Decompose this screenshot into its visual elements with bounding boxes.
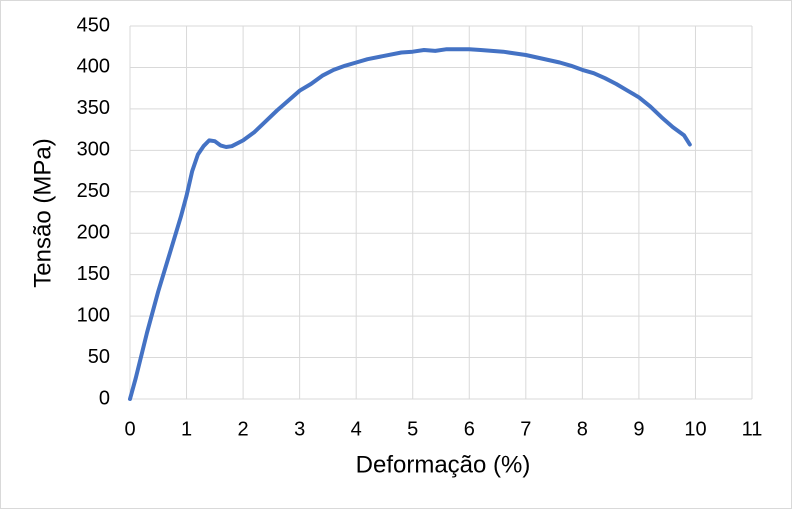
x-axis-title: Deformação (%): [356, 451, 531, 478]
y-tick-label: 250: [77, 180, 110, 202]
x-tick-label: 7: [520, 418, 531, 440]
y-tick-label: 50: [88, 346, 110, 368]
x-tick-label: 6: [464, 418, 475, 440]
x-tick-label: 11: [742, 418, 763, 440]
y-tick-label: 350: [77, 97, 110, 119]
y-axis-title: Tensão (MPa): [29, 138, 56, 287]
x-tick-label: 9: [633, 418, 644, 440]
y-tick-label: 0: [99, 387, 110, 409]
x-tick-label: 8: [577, 418, 588, 440]
y-tick-label: 200: [77, 222, 110, 244]
y-tick-label: 100: [77, 304, 110, 326]
y-tick-label: 400: [77, 56, 110, 78]
y-tick-label: 450: [77, 14, 110, 36]
x-tick-label: 3: [294, 418, 305, 440]
x-tick-label: 0: [124, 418, 135, 440]
x-tick-label: 1: [181, 418, 192, 440]
x-tick-label: 4: [351, 418, 362, 440]
y-tick-label: 300: [77, 139, 110, 161]
y-tick-label: 150: [77, 263, 110, 285]
x-tick-label: 5: [407, 418, 418, 440]
x-tick-label: 2: [238, 418, 249, 440]
x-tick-label: 10: [684, 418, 706, 440]
data-line: [128, 47, 692, 401]
